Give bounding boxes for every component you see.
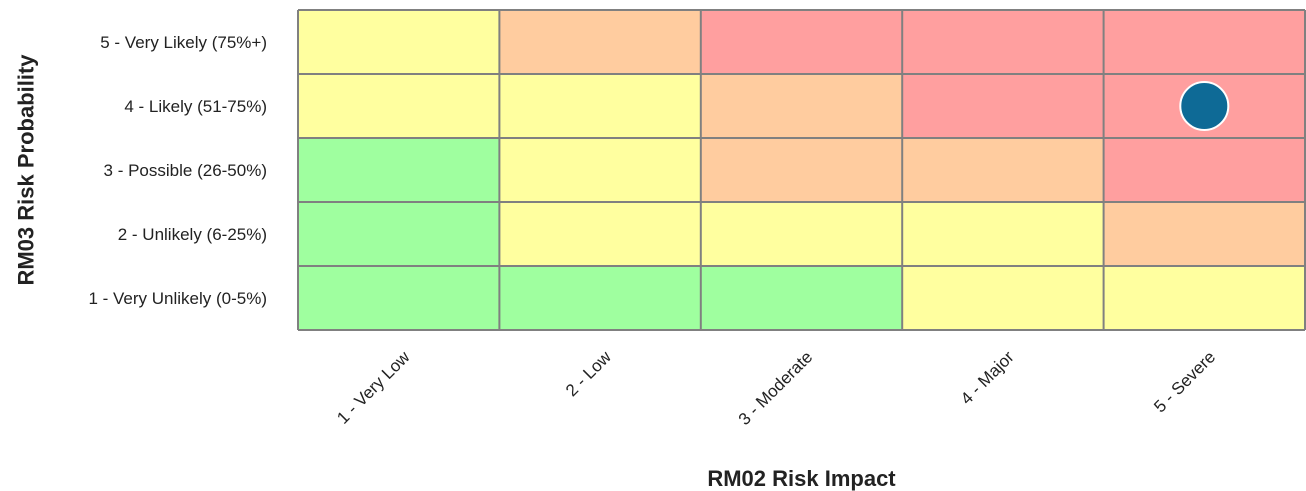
x-tick-label: 5 - Severe <box>1150 347 1219 416</box>
heatmap-cell <box>700 266 903 330</box>
heatmap-cell <box>902 202 1104 266</box>
heatmap-cell <box>700 138 903 202</box>
y-tick-label: 5 - Very Likely (75%+) <box>100 33 267 52</box>
heatmap-cell <box>499 202 701 266</box>
y-tick-label: 1 - Very Unlikely (0-5%) <box>88 289 267 308</box>
heatmap-cell <box>499 10 701 74</box>
heatmap-cell <box>1103 266 1305 330</box>
x-tick-labels: 1 - Very Low 2 - Low 3 - Moderate 4 - Major… <box>333 347 1219 429</box>
heatmap-cell <box>499 74 701 138</box>
heatmap-cell <box>499 266 701 330</box>
heatmap-cell <box>298 266 500 330</box>
heatmap-cell <box>902 266 1104 330</box>
heatmap-cell <box>902 74 1104 138</box>
heatmap-cell <box>298 138 500 202</box>
heatmap-cell <box>298 202 500 266</box>
heatmap-cell <box>1103 202 1305 266</box>
heatmap-cell <box>902 138 1104 202</box>
grid-lines <box>297 9 1306 331</box>
heatmap-cell <box>298 10 500 74</box>
data-points <box>1179 81 1230 131</box>
y-tick-labels: 1 - Very Unlikely (0-5%) 2 - Unlikely (6-… <box>88 33 267 308</box>
y-tick-label: 2 - Unlikely (6-25%) <box>118 225 267 244</box>
risk-point <box>1179 81 1230 131</box>
heatmap-cell <box>700 10 903 74</box>
x-tick-label: 1 - Very Low <box>333 347 414 428</box>
heatmap-cell <box>298 74 500 138</box>
heatmap-cell <box>1103 138 1305 202</box>
heatmap-cell <box>700 202 903 266</box>
heatmap-cell <box>902 10 1104 74</box>
x-axis-title: RM02 Risk Impact <box>707 466 896 491</box>
heatmap-cell <box>499 138 701 202</box>
heatmap-cell <box>700 74 903 138</box>
y-tick-label: 3 - Possible (26-50%) <box>104 161 267 180</box>
y-tick-label: 4 - Likely (51-75%) <box>124 97 267 116</box>
x-tick-label: 2 - Low <box>562 347 615 400</box>
y-axis-title: RM03 Risk Probability <box>14 54 39 286</box>
heatmap-cells <box>298 10 1305 330</box>
x-tick-label: 3 - Moderate <box>735 347 817 429</box>
x-tick-label: 4 - Major <box>957 347 1018 408</box>
heatmap-cell <box>1103 10 1305 74</box>
